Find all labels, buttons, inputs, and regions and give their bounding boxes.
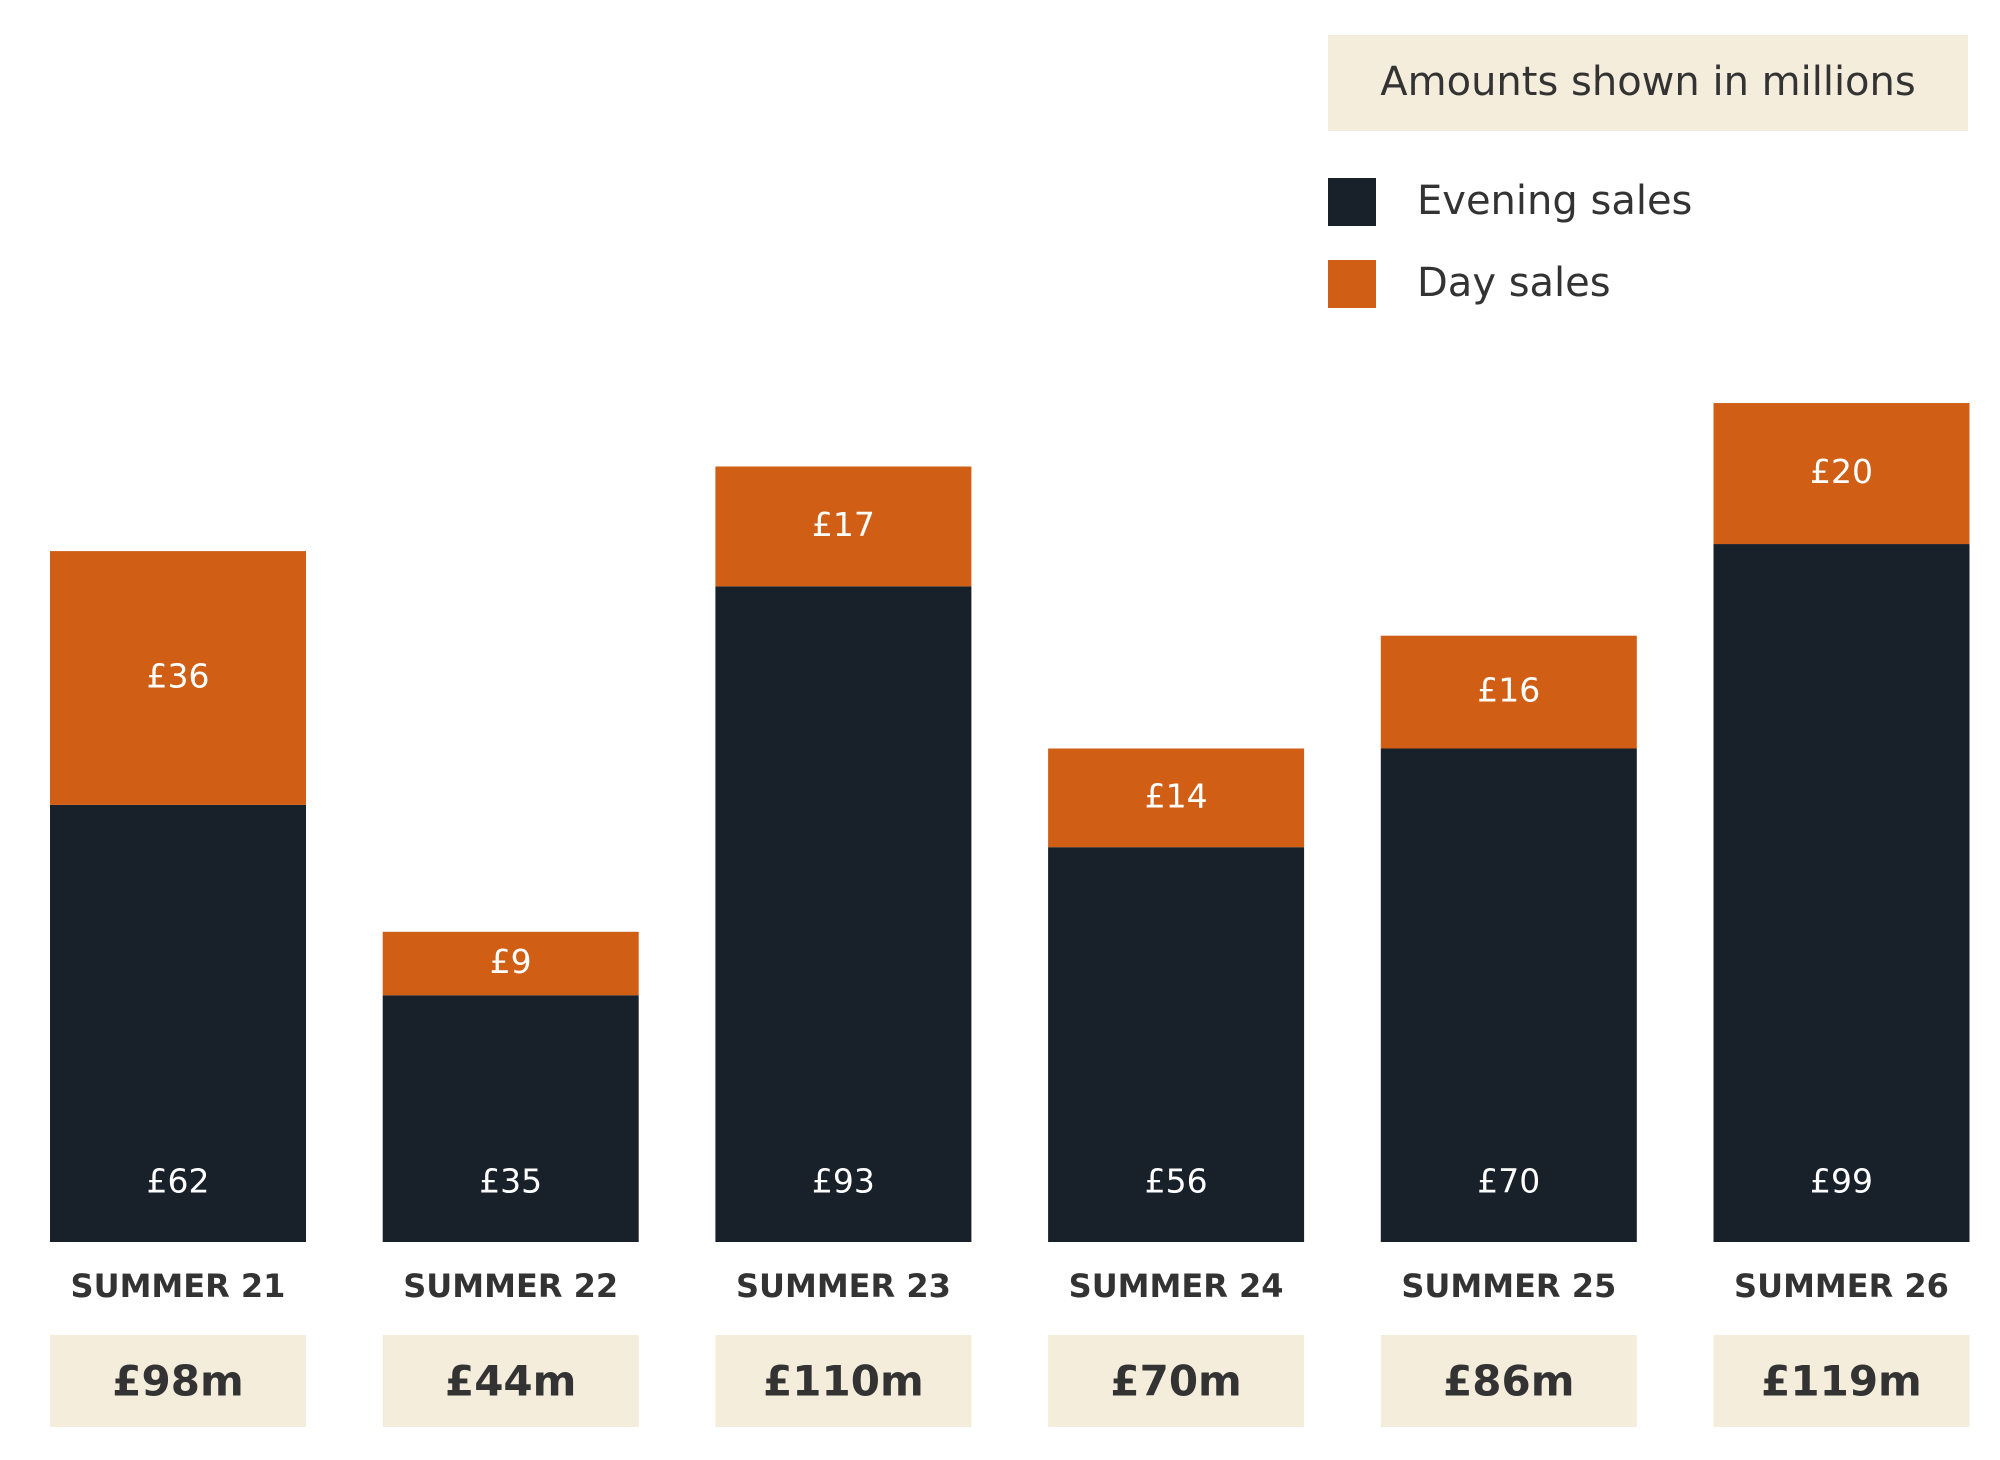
total-box xyxy=(50,1335,306,1427)
bar-segment xyxy=(1380,748,1637,1242)
x-tick-label: SUMMER 25 xyxy=(1401,1267,1616,1305)
value-label: £62 xyxy=(147,1162,210,1201)
legend-swatch xyxy=(1328,260,1376,308)
value-label: £14 xyxy=(1145,776,1208,815)
total-box xyxy=(1713,1335,1970,1427)
x-tick-label: SUMMER 21 xyxy=(71,1267,286,1305)
bar-segment xyxy=(715,586,972,1242)
bar-segment xyxy=(715,466,972,587)
legend-label: Evening sales xyxy=(1417,178,1692,224)
x-tick-label: SUMMER 24 xyxy=(1069,1267,1284,1305)
value-label: £9 xyxy=(490,942,532,981)
total-label: £98m xyxy=(112,1357,243,1406)
legend-swatch xyxy=(1328,178,1376,226)
note: Amounts shown in millions xyxy=(1380,59,1915,105)
bar-segment xyxy=(382,931,639,996)
bar-segment xyxy=(1713,544,1970,1242)
total-label: £119m xyxy=(1761,1357,1922,1406)
bar-segment xyxy=(1048,847,1305,1242)
note-box xyxy=(1328,35,1968,131)
total-box xyxy=(382,1335,639,1427)
total-box xyxy=(715,1335,972,1427)
total-label: £110m xyxy=(763,1357,924,1406)
bar-segment xyxy=(50,804,306,1242)
total-label: £70m xyxy=(1110,1357,1241,1406)
bar-segment xyxy=(50,551,306,805)
value-label: £17 xyxy=(812,505,875,544)
x-tick-label: SUMMER 22 xyxy=(403,1267,618,1305)
value-label: £70 xyxy=(1477,1162,1540,1201)
bar-segment xyxy=(382,995,639,1242)
value-label: £56 xyxy=(1145,1162,1208,1201)
total-box xyxy=(1048,1335,1305,1427)
bar-segment xyxy=(1048,748,1305,848)
bar-segment xyxy=(1380,635,1637,749)
x-tick-label: SUMMER 23 xyxy=(736,1267,951,1305)
value-label: £99 xyxy=(1810,1162,1873,1201)
value-label: £20 xyxy=(1810,452,1873,491)
total-box xyxy=(1380,1335,1637,1427)
bar-segment xyxy=(1713,403,1970,545)
value-label: £36 xyxy=(147,657,210,696)
total-label: £86m xyxy=(1443,1357,1574,1406)
legend-label: Day sales xyxy=(1417,260,1611,306)
value-label: £35 xyxy=(479,1162,542,1201)
total-label: £44m xyxy=(445,1357,576,1406)
value-label: £16 xyxy=(1477,671,1540,710)
value-label: £93 xyxy=(812,1162,875,1201)
x-tick-label: SUMMER 26 xyxy=(1734,1267,1949,1305)
